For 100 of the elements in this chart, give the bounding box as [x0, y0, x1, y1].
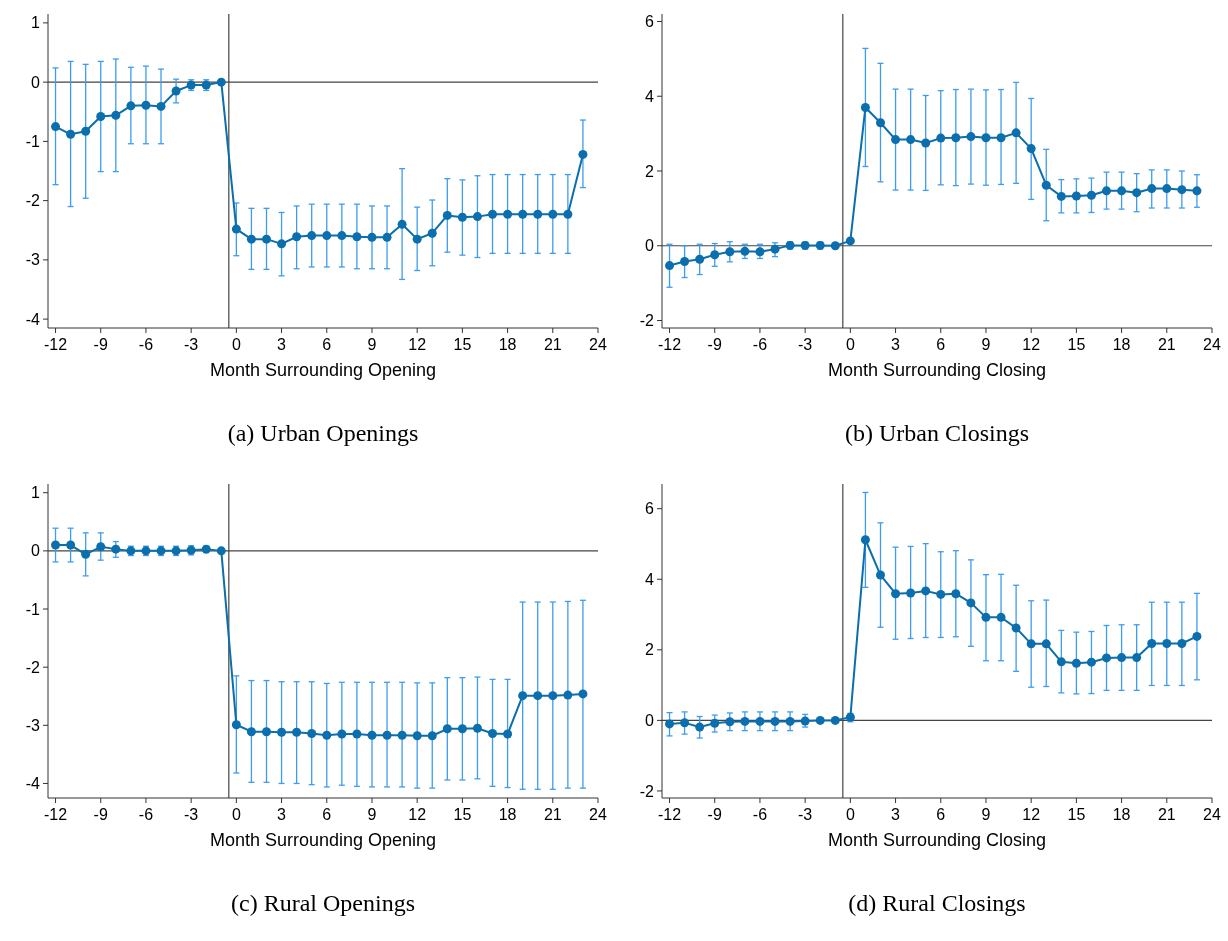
x-tick-label: 3	[277, 336, 287, 353]
x-tick-label: 3	[891, 806, 901, 823]
point	[1132, 653, 1142, 663]
point	[710, 250, 720, 260]
x-tick-label: 18	[1112, 806, 1131, 823]
point	[1026, 144, 1036, 154]
point	[921, 138, 931, 148]
y-tick-label: 0	[645, 711, 655, 729]
x-tick-label: -3	[184, 336, 199, 353]
x-axis-title: Month Surrounding Closing	[827, 830, 1047, 850]
point	[1147, 638, 1157, 648]
point	[1132, 188, 1142, 198]
y-tick-label: 2	[645, 162, 655, 180]
point	[891, 589, 901, 599]
point	[563, 690, 573, 700]
point	[66, 540, 76, 550]
point	[830, 241, 840, 251]
y-tick-label: -2	[639, 782, 655, 800]
point	[51, 540, 61, 550]
point	[337, 729, 347, 739]
point	[665, 719, 675, 729]
point	[307, 728, 317, 738]
point	[382, 232, 392, 242]
y-tick-label: 6	[645, 500, 655, 518]
x-tick-label: 15	[453, 336, 472, 353]
point	[126, 101, 136, 111]
x-axis-title: Month Surrounding Opening	[209, 360, 437, 380]
x-axis-title: Month Surrounding Opening	[209, 830, 437, 850]
point	[457, 212, 467, 222]
y-tick-label: -2	[25, 192, 41, 210]
point	[292, 727, 302, 737]
x-tick-label: -12	[657, 806, 682, 823]
point	[740, 246, 750, 256]
point	[1177, 185, 1187, 195]
y-tick-label: 0	[31, 73, 41, 91]
point	[427, 731, 437, 741]
x-tick-label: 21	[543, 336, 562, 353]
point	[457, 724, 467, 734]
point	[981, 612, 991, 622]
point	[367, 232, 377, 242]
x-tick-label: 0	[231, 336, 241, 353]
point	[488, 728, 498, 738]
x-tick-label: -9	[93, 806, 108, 823]
point	[216, 546, 226, 556]
point	[231, 224, 241, 234]
point	[81, 549, 91, 559]
x-tick-label: 24	[1203, 336, 1221, 353]
x-tick-label: 15	[1067, 806, 1086, 823]
point	[875, 118, 885, 128]
point	[307, 231, 317, 241]
x-tick-label: 21	[1157, 806, 1176, 823]
point	[1102, 653, 1112, 663]
point	[51, 122, 61, 132]
point	[1071, 658, 1081, 668]
x-tick-label: -6	[752, 806, 768, 823]
point	[695, 254, 705, 264]
point	[1147, 184, 1157, 194]
point	[1011, 623, 1021, 633]
point	[412, 731, 422, 741]
point	[1117, 186, 1127, 196]
x-tick-label: 24	[589, 806, 607, 823]
point	[96, 111, 106, 121]
point	[1162, 184, 1172, 194]
y-tick-label: -1	[25, 132, 41, 150]
point	[382, 730, 392, 740]
point	[906, 135, 916, 145]
point	[96, 542, 106, 552]
point	[352, 232, 362, 242]
y-tick-label: 2	[645, 641, 655, 659]
point	[246, 727, 256, 737]
x-tick-label: -12	[43, 806, 68, 823]
x-tick-label: -6	[138, 806, 154, 823]
point	[875, 570, 885, 580]
text: (b) Urban Closings	[845, 420, 1029, 446]
y-tick-label: -3	[25, 251, 41, 269]
x-tick-label: 24	[589, 336, 607, 353]
x-tick-label: 21	[1157, 336, 1176, 353]
point	[981, 133, 991, 143]
point	[548, 209, 558, 219]
point	[996, 133, 1006, 143]
x-tick-label: 6	[322, 806, 332, 823]
point	[936, 133, 946, 143]
point	[1102, 186, 1112, 196]
y-tick-label: 1	[31, 14, 41, 32]
point	[111, 110, 121, 120]
point	[1041, 180, 1051, 190]
point	[261, 727, 271, 737]
point	[1011, 128, 1021, 138]
point	[785, 716, 795, 726]
y-tick-label: -4	[25, 310, 41, 328]
x-tick-label: 15	[1067, 336, 1086, 353]
x-tick-label: 0	[845, 336, 855, 353]
point	[216, 77, 226, 87]
point	[442, 724, 452, 734]
point	[665, 261, 675, 271]
point	[845, 236, 855, 246]
point	[725, 247, 735, 257]
point	[337, 231, 347, 241]
point	[141, 100, 151, 110]
x-tick-label: 0	[845, 806, 855, 823]
